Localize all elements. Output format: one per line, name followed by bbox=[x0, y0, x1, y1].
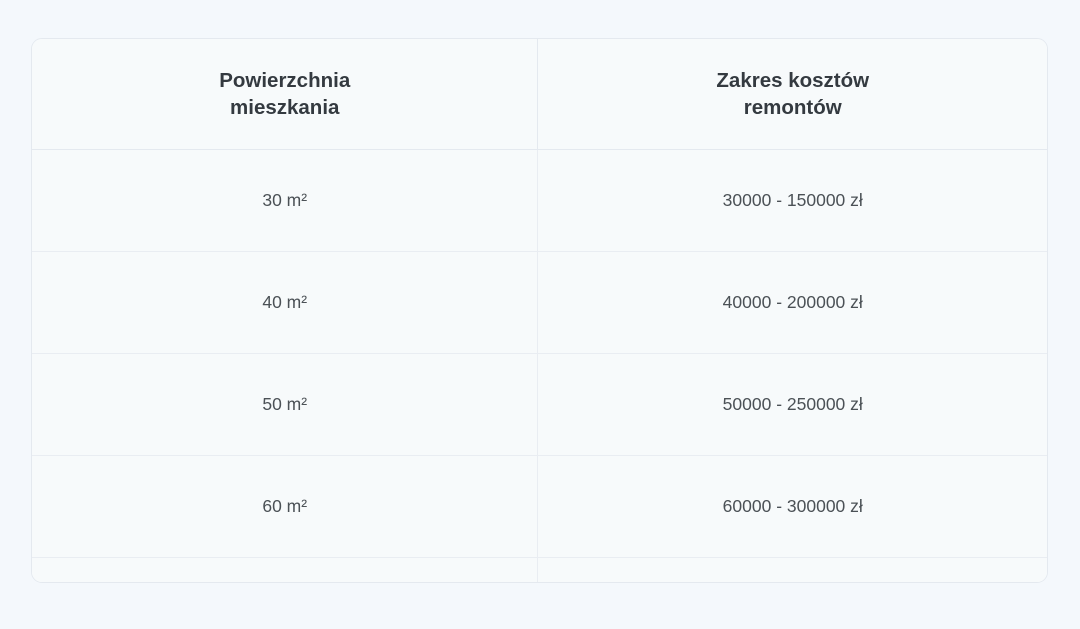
cost-table-container: Powierzchnia mieszkania Zakres kosztów r… bbox=[31, 38, 1048, 583]
cell-cost: 70000 - 350000 zł bbox=[537, 557, 1047, 582]
column-header-area: Powierzchnia mieszkania bbox=[32, 39, 538, 150]
table-row: 40 m² 40000 - 200000 zł bbox=[32, 251, 1047, 354]
cell-cost: 40000 - 200000 zł bbox=[537, 251, 1047, 354]
cell-cost: 30000 - 150000 zł bbox=[537, 149, 1047, 252]
table-row: 60 m² 60000 - 300000 zł bbox=[32, 455, 1047, 558]
table-row: 30 m² 30000 - 150000 zł bbox=[32, 149, 1047, 252]
column-header-cost-line1: Zakres kosztów bbox=[716, 68, 870, 92]
cell-area: 30 m² bbox=[32, 149, 538, 252]
column-header-cost: Zakres kosztów remontów bbox=[537, 39, 1047, 150]
table-row: 70 m² 70000 - 350000 zł bbox=[32, 557, 1047, 582]
cell-area: 70 m² bbox=[32, 557, 538, 582]
column-header-area-line2: mieszkania bbox=[230, 96, 340, 119]
cell-area: 60 m² bbox=[32, 455, 538, 558]
renovation-cost-table: Powierzchnia mieszkania Zakres kosztów r… bbox=[32, 39, 1047, 582]
table-header: Powierzchnia mieszkania Zakres kosztów r… bbox=[32, 39, 1047, 150]
column-header-area-line1: Powierzchnia bbox=[219, 68, 351, 92]
cell-cost: 50000 - 250000 zł bbox=[537, 353, 1047, 456]
table-header-row: Powierzchnia mieszkania Zakres kosztów r… bbox=[32, 39, 1047, 150]
cell-cost: 60000 - 300000 zł bbox=[537, 455, 1047, 558]
table-body: 30 m² 30000 - 150000 zł 40 m² 40000 - 20… bbox=[32, 149, 1047, 582]
column-header-cost-line2: remontów bbox=[743, 96, 842, 119]
table-row: 50 m² 50000 - 250000 zł bbox=[32, 353, 1047, 456]
cell-area: 40 m² bbox=[32, 251, 538, 354]
cell-area: 50 m² bbox=[32, 353, 538, 456]
